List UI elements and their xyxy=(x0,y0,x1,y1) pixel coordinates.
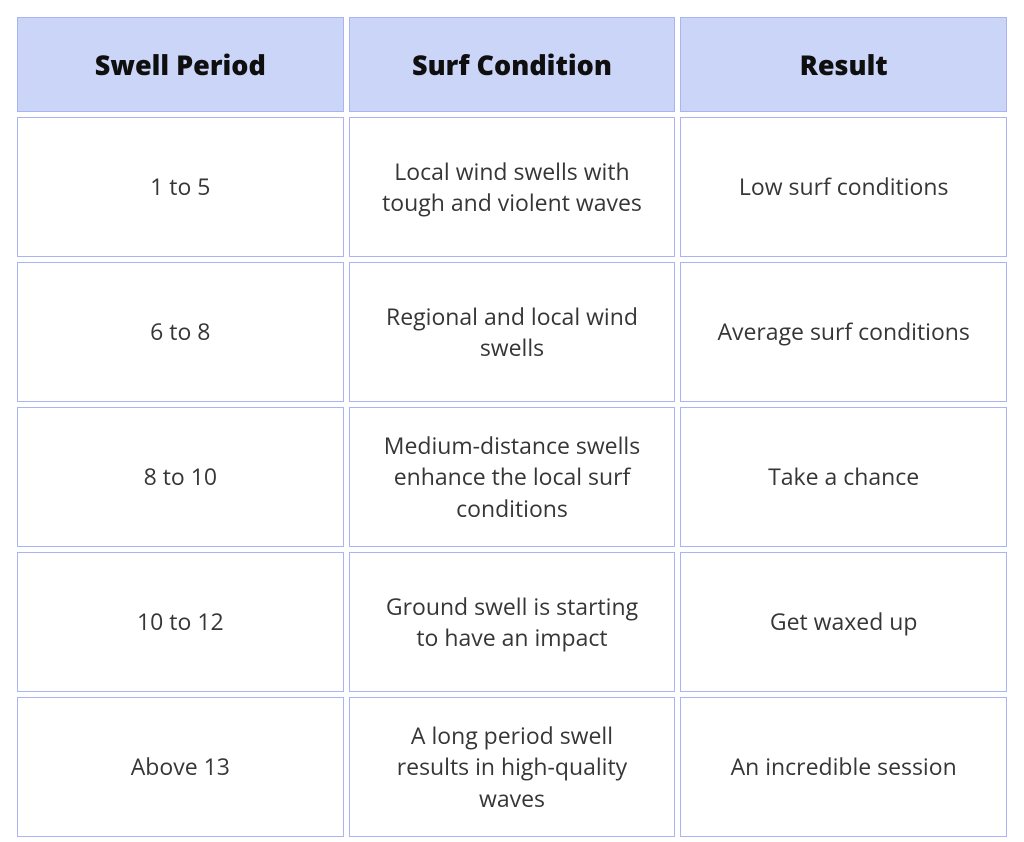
cell-surf-condition: Local wind swells with tough and violent… xyxy=(349,117,676,257)
table-row: 1 to 5 Local wind swells with tough and … xyxy=(17,117,1007,257)
cell-result: An incredible session xyxy=(680,697,1007,837)
cell-swell-period: 6 to 8 xyxy=(17,262,344,402)
cell-swell-period: Above 13 xyxy=(17,697,344,837)
cell-swell-period: 1 to 5 xyxy=(17,117,344,257)
table-row: 6 to 8 Regional and local wind swells Av… xyxy=(17,262,1007,402)
cell-surf-condition: Medium-distance swells enhance the local… xyxy=(349,407,676,547)
cell-surf-condition: Ground swell is starting to have an impa… xyxy=(349,552,676,692)
cell-surf-condition: Regional and local wind swells xyxy=(349,262,676,402)
cell-result: Average surf conditions xyxy=(680,262,1007,402)
cell-swell-period: 10 to 12 xyxy=(17,552,344,692)
col-header-result: Result xyxy=(680,17,1007,112)
cell-result: Low surf conditions xyxy=(680,117,1007,257)
table-row: 8 to 10 Medium-distance swells enhance t… xyxy=(17,407,1007,547)
cell-swell-period: 8 to 10 xyxy=(17,407,344,547)
table-row: 10 to 12 Ground swell is starting to hav… xyxy=(17,552,1007,692)
table-row: Above 13 A long period swell results in … xyxy=(17,697,1007,837)
cell-result: Get waxed up xyxy=(680,552,1007,692)
table-header-row: Swell Period Surf Condition Result xyxy=(17,17,1007,112)
col-header-swell-period: Swell Period xyxy=(17,17,344,112)
cell-surf-condition: A long period swell results in high-qual… xyxy=(349,697,676,837)
cell-result: Take a chance xyxy=(680,407,1007,547)
swell-period-table: Swell Period Surf Condition Result 1 to … xyxy=(12,12,1012,842)
col-header-surf-condition: Surf Condition xyxy=(349,17,676,112)
